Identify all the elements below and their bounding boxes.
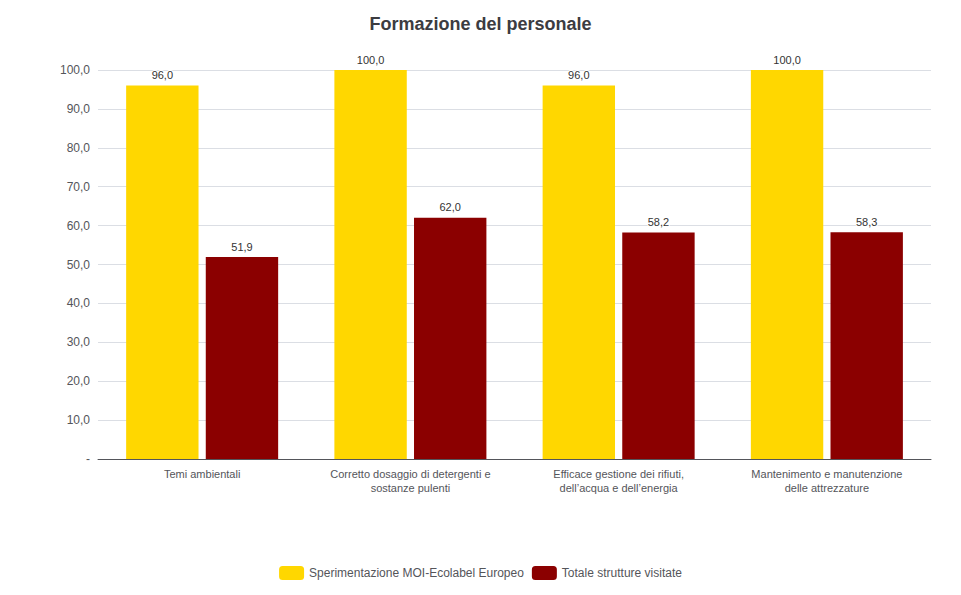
svg-text:100,0: 100,0 [357,54,385,66]
svg-text:30,0: 30,0 [67,335,91,349]
svg-text:100,0: 100,0 [773,54,801,66]
svg-text:60,0: 60,0 [67,219,91,233]
svg-text:100,0: 100,0 [60,63,90,77]
svg-text:96,0: 96,0 [152,69,173,81]
svg-text:Totale strutture visitate: Totale strutture visitate [562,566,682,580]
svg-text:80,0: 80,0 [67,141,91,155]
svg-text:Formazione del personale: Formazione del personale [369,14,591,34]
svg-text:90,0: 90,0 [67,102,91,116]
svg-text:delle attrezzature: delle attrezzature [785,482,869,494]
svg-text:51,9: 51,9 [231,241,252,253]
svg-text:50,0: 50,0 [67,258,91,272]
svg-text:Sperimentazione MOI-Ecolabel E: Sperimentazione MOI-Ecolabel Europeo [309,566,524,580]
svg-text:sostanze pulenti: sostanze pulenti [371,482,451,494]
svg-text:-: - [86,452,90,466]
svg-text:40,0: 40,0 [67,296,91,310]
svg-text:Efficace gestione dei rifiuti,: Efficace gestione dei rifiuti, [553,468,684,480]
svg-text:62,0: 62,0 [439,201,460,213]
svg-text:dell’acqua e dell’energia: dell’acqua e dell’energia [560,482,679,494]
svg-text:96,0: 96,0 [568,69,589,81]
svg-text:70,0: 70,0 [67,180,91,194]
svg-text:58,3: 58,3 [856,216,877,228]
svg-text:10,0: 10,0 [67,413,91,427]
svg-text:Mantenimento e manutenzione: Mantenimento e manutenzione [751,468,902,480]
svg-text:Temi ambientali: Temi ambientali [164,468,240,480]
svg-text:58,2: 58,2 [648,216,669,228]
svg-text:20,0: 20,0 [67,374,91,388]
svg-text:Corretto dosaggio di detergent: Corretto dosaggio di detergenti e [330,468,490,480]
